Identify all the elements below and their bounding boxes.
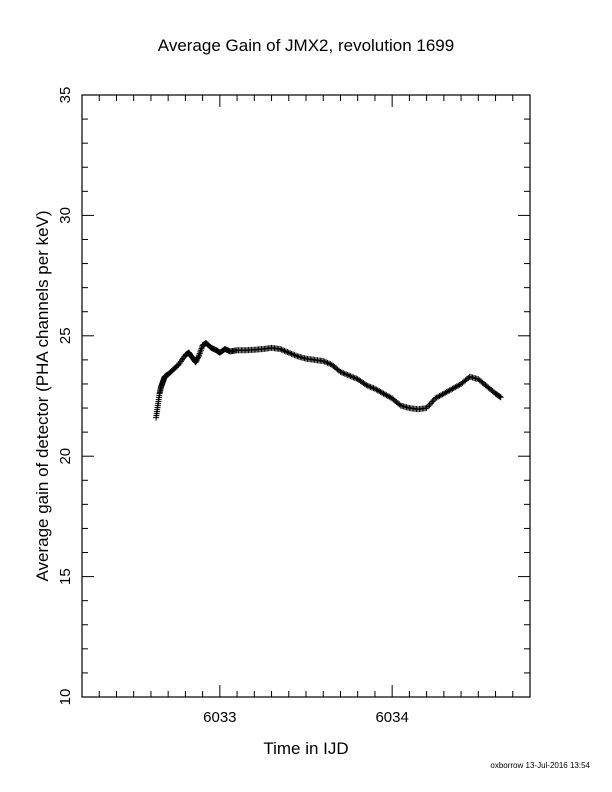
data-point [290, 351, 297, 358]
data-point [338, 369, 345, 376]
data-point [346, 372, 353, 379]
data-point [364, 382, 371, 389]
data-point [324, 359, 331, 366]
axis-ticks [81, 94, 531, 698]
y-tick-label: 20 [57, 448, 74, 465]
data-point [277, 346, 284, 353]
x-axis-label: Time in IJD [263, 739, 348, 758]
data-point [325, 360, 332, 367]
chart-title: Average Gain of JMX2, revolution 1699 [158, 36, 454, 55]
data-point [285, 349, 292, 356]
data-point [320, 358, 327, 365]
data-point [344, 371, 351, 378]
data-point [347, 373, 354, 380]
data-point [282, 348, 289, 355]
data-point [278, 346, 285, 353]
data-point [337, 368, 344, 375]
data-point [280, 347, 287, 354]
y-tick-label: 15 [57, 568, 74, 585]
y-tick-label: 30 [57, 207, 74, 224]
data-point [350, 374, 357, 381]
x-tick-label: 6034 [375, 709, 408, 726]
data-point [340, 370, 347, 377]
data-point [288, 350, 295, 357]
data-point [348, 373, 355, 380]
data-point [369, 384, 376, 391]
data-point [321, 358, 328, 365]
data-point [281, 347, 288, 354]
data-point [366, 383, 373, 390]
data-point [497, 394, 504, 401]
data-point [363, 382, 370, 389]
x-tick-label: 6033 [203, 709, 236, 726]
y-tick-label: 10 [57, 689, 74, 706]
y-axis-label: Average gain of detector (PHA channels p… [33, 210, 52, 581]
data-point [195, 353, 202, 360]
data-point [341, 370, 348, 377]
y-tick-label: 25 [57, 327, 74, 344]
data-point [292, 352, 299, 359]
footer-stamp: oxborrow 13-Jul-2016 13:54 [490, 761, 590, 770]
data-point [351, 374, 358, 381]
data-point [496, 393, 503, 400]
data-point [370, 385, 377, 392]
data-point [323, 359, 330, 366]
data-point [343, 371, 350, 378]
data-points [153, 340, 504, 421]
data-point [367, 383, 374, 390]
data-point [287, 350, 294, 357]
plot-frame [81, 94, 531, 698]
data-point [291, 352, 298, 359]
y-tick-label: 35 [57, 87, 74, 104]
axis-tick-labels: 10 15 20 25 30 35 6033 6034 [57, 87, 409, 726]
data-point [284, 349, 291, 356]
